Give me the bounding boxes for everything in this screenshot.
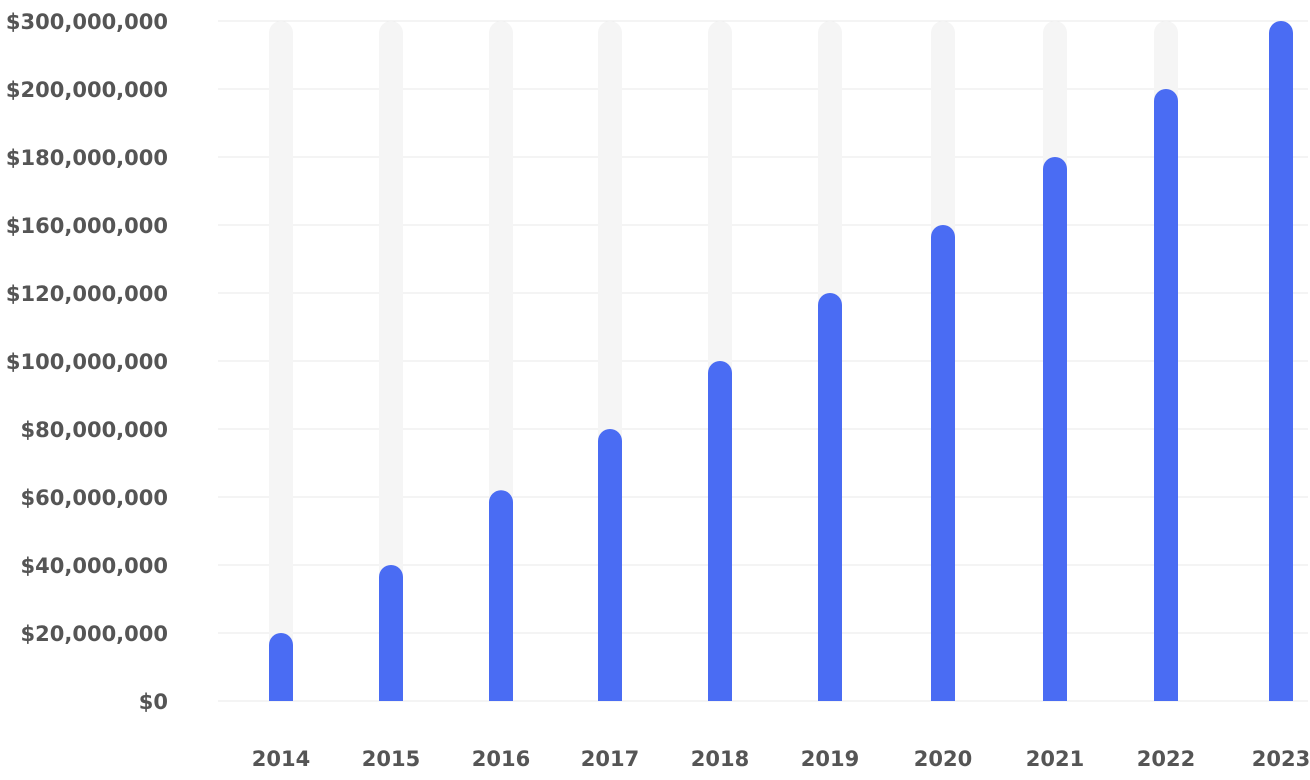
y-tick-label: $120,000,000 xyxy=(6,282,168,306)
bar-track xyxy=(379,21,403,701)
x-tick-label: 2014 xyxy=(252,747,310,771)
y-tick-label: $20,000,000 xyxy=(21,622,168,646)
x-tick-label: 2016 xyxy=(472,747,530,771)
bar xyxy=(708,361,732,701)
x-tick-label: 2023 xyxy=(1252,747,1310,771)
bar xyxy=(931,225,955,701)
bar xyxy=(1269,21,1293,701)
x-tick-label: 2021 xyxy=(1026,747,1084,771)
y-tick-label: $160,000,000 xyxy=(6,214,168,238)
y-tick-label: $0 xyxy=(139,690,168,714)
y-tick-label: $180,000,000 xyxy=(6,146,168,170)
bar xyxy=(598,429,622,701)
y-tick-label: $40,000,000 xyxy=(21,554,168,578)
bar xyxy=(379,565,403,701)
bar xyxy=(1043,157,1067,701)
y-tick-label: $60,000,000 xyxy=(21,486,168,510)
bar xyxy=(818,293,842,701)
bar xyxy=(1154,89,1178,701)
bar-track xyxy=(269,21,293,701)
y-tick-label: $300,000,000 xyxy=(6,10,168,34)
x-tick-label: 2019 xyxy=(801,747,859,771)
x-tick-label: 2022 xyxy=(1137,747,1195,771)
y-tick-label: $200,000,000 xyxy=(6,78,168,102)
y-tick-label: $80,000,000 xyxy=(21,418,168,442)
bar xyxy=(489,490,513,701)
x-tick-label: 2015 xyxy=(362,747,420,771)
x-tick-label: 2020 xyxy=(914,747,972,771)
bar xyxy=(269,633,293,701)
x-tick-label: 2017 xyxy=(581,747,639,771)
x-tick-label: 2018 xyxy=(691,747,749,771)
y-tick-label: $100,000,000 xyxy=(6,350,168,374)
